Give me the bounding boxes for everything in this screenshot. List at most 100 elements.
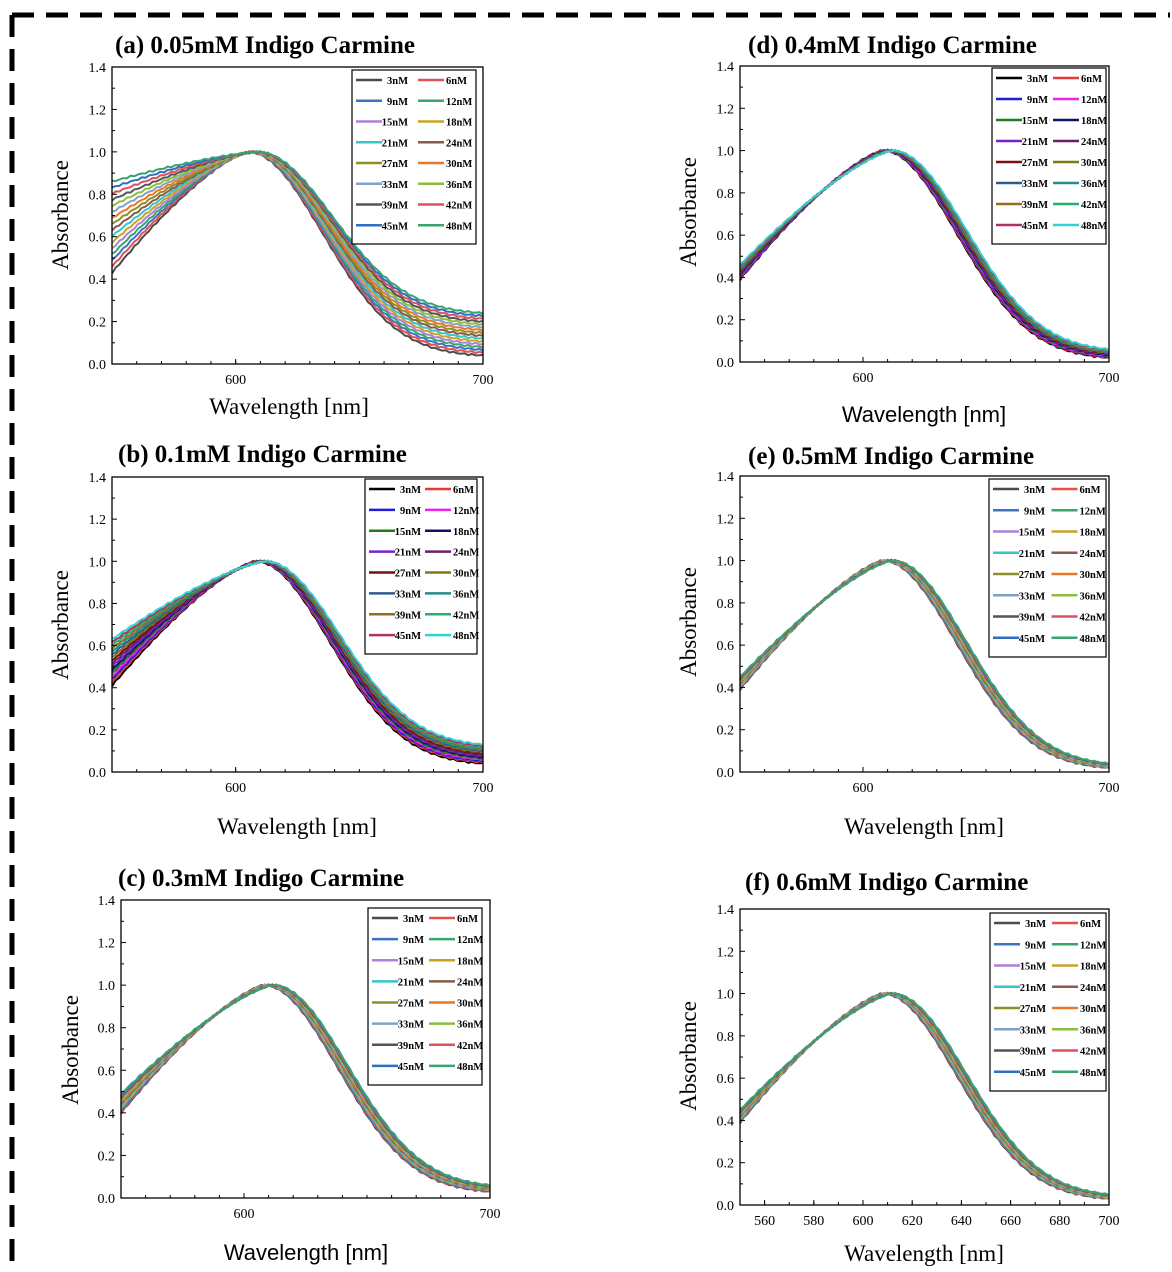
legend-label: 27nM — [382, 159, 408, 170]
legend-label: 21nM — [1020, 983, 1046, 994]
legend-label: 48nM — [1080, 634, 1106, 645]
y-tick-label: 1.4 — [89, 61, 107, 76]
y-tick-label: 0.4 — [717, 1114, 735, 1129]
x-tick-label: 600 — [853, 1214, 874, 1229]
x-tick-label: 600 — [225, 781, 246, 796]
legend-label: 24nM — [457, 977, 483, 988]
x-tick-label: 580 — [803, 1214, 824, 1229]
legend-label: 12nM — [457, 935, 483, 946]
series-line — [111, 150, 484, 315]
legend-label: 9nM — [400, 506, 421, 517]
x-tick-label: 700 — [473, 781, 494, 796]
legend-label: 24nM — [453, 548, 479, 559]
y-axis-label: Absorbance — [58, 995, 83, 1105]
y-axis-label: Absorbance — [48, 570, 73, 680]
legend-label: 6nM — [1080, 485, 1101, 496]
series-group — [120, 983, 491, 1193]
legend-label: 27nM — [1019, 570, 1045, 581]
legend-label: 12nM — [1080, 506, 1106, 517]
y-tick-label: 1.0 — [717, 145, 735, 160]
panel-a-chart: (a) 0.05mM Indigo Carmine Absorbance Wav… — [48, 32, 494, 419]
y-tick-label: 0.0 — [89, 766, 107, 781]
y-axis-label: Absorbance — [676, 1001, 701, 1111]
legend-label: 6nM — [446, 76, 467, 87]
legend-label: 9nM — [1024, 506, 1045, 517]
legend-label: 36nM — [453, 589, 479, 600]
y-tick-label: 0.6 — [89, 231, 107, 246]
legend-label: 18nM — [457, 956, 483, 967]
legend-label: 39nM — [395, 610, 421, 621]
legend-label: 42nM — [457, 1041, 483, 1052]
legend-box — [988, 478, 1107, 658]
legend-label: 33nM — [1019, 591, 1045, 602]
legend-label: 6nM — [1080, 919, 1101, 930]
series-group — [739, 991, 1110, 1200]
legend-box — [364, 478, 478, 655]
y-tick-label: 1.2 — [717, 945, 735, 960]
x-tick-label: 700 — [473, 373, 494, 388]
legend-label: 18nM — [446, 118, 472, 129]
y-axis-label: Absorbance — [676, 567, 701, 677]
legend-label: 24nM — [446, 138, 472, 149]
x-tick-label: 640 — [951, 1214, 972, 1229]
legend-label: 48nM — [453, 631, 479, 642]
legend-label: 48nM — [1080, 1068, 1106, 1079]
x-tick-label: 680 — [1049, 1214, 1070, 1229]
series-line — [111, 150, 484, 344]
series-line — [111, 149, 484, 329]
legend-label: 30nM — [453, 569, 479, 580]
x-tick-label: 660 — [1000, 1214, 1021, 1229]
x-axis-label: Wavelength [nm] — [217, 814, 377, 839]
y-tick-label: 1.4 — [717, 60, 735, 75]
y-tick-label: 0.8 — [89, 188, 107, 203]
x-tick-label: 600 — [853, 781, 874, 796]
legend: 3nM 6nM 9nM 12nM 15nM 18nM 21nM 24nM 27nM 30nM 33n… — [991, 67, 1107, 245]
y-tick-label: 1.2 — [89, 103, 107, 118]
series-line — [120, 983, 491, 1187]
legend-label: 9nM — [403, 935, 424, 946]
series-line — [739, 991, 1110, 1197]
legend: 3nM 6nM 9nM 12nM 15nM 18nM 21nM 24nM 27nM 30nM 33n… — [351, 69, 477, 245]
legend-label: 48nM — [1081, 221, 1107, 232]
chart-title: (d) 0.4mM Indigo Carmine — [748, 32, 1037, 59]
legend-label: 3nM — [1024, 485, 1045, 496]
legend-label: 42nM — [1081, 200, 1107, 211]
legend-label: 42nM — [1080, 1047, 1106, 1058]
legend-label: 36nM — [1080, 1025, 1106, 1036]
y-tick-label: 1.2 — [98, 937, 116, 952]
legend-label: 9nM — [1025, 940, 1046, 951]
y-tick-label: 0.8 — [717, 187, 735, 202]
legend-label: 27nM — [1020, 1004, 1046, 1015]
y-tick-label: 1.0 — [717, 988, 735, 1003]
panel-c-chart: (c) 0.3mM Indigo Carmine Absorbance Wave… — [58, 865, 501, 1265]
legend-label: 39nM — [1019, 613, 1045, 624]
legend-label: 45nM — [395, 631, 421, 642]
legend-label: 33nM — [1020, 1025, 1046, 1036]
y-tick-label: 0.4 — [98, 1107, 116, 1122]
legend-label: 36nM — [457, 1020, 483, 1031]
legend-label: 30nM — [1080, 570, 1106, 581]
series-group — [739, 558, 1110, 769]
x-tick-label: 700 — [1099, 1214, 1120, 1229]
legend-label: 39nM — [398, 1041, 424, 1052]
y-tick-label: 0.6 — [98, 1064, 116, 1079]
legend-label: 48nM — [457, 1062, 483, 1073]
x-tick-label: 560 — [754, 1214, 775, 1229]
y-tick-label: 0.2 — [98, 1149, 116, 1164]
legend-label: 27nM — [1022, 158, 1048, 169]
legend: 3nM 6nM 9nM 12nM 15nM 18nM 21nM 24nM 27nM 30nM 33n… — [988, 478, 1107, 658]
chart-title: (b) 0.1mM Indigo Carmine — [118, 441, 407, 468]
legend-label: 33nM — [382, 180, 408, 191]
panel-b-chart: (b) 0.1mM Indigo Carmine Absorbance Wave… — [48, 441, 494, 839]
legend-label: 15nM — [398, 956, 424, 967]
x-axis-label: Wavelength [nm] — [224, 1240, 388, 1265]
y-tick-label: 0.2 — [89, 724, 107, 739]
legend-label: 39nM — [1022, 200, 1048, 211]
y-tick-label: 0.4 — [89, 682, 107, 697]
y-tick-label: 0.6 — [717, 229, 735, 244]
legend-label: 21nM — [382, 138, 408, 149]
legend-label: 36nM — [446, 180, 472, 191]
legend-label: 33nM — [398, 1020, 424, 1031]
legend-label: 45nM — [1022, 221, 1048, 232]
legend-label: 12nM — [1081, 95, 1107, 106]
